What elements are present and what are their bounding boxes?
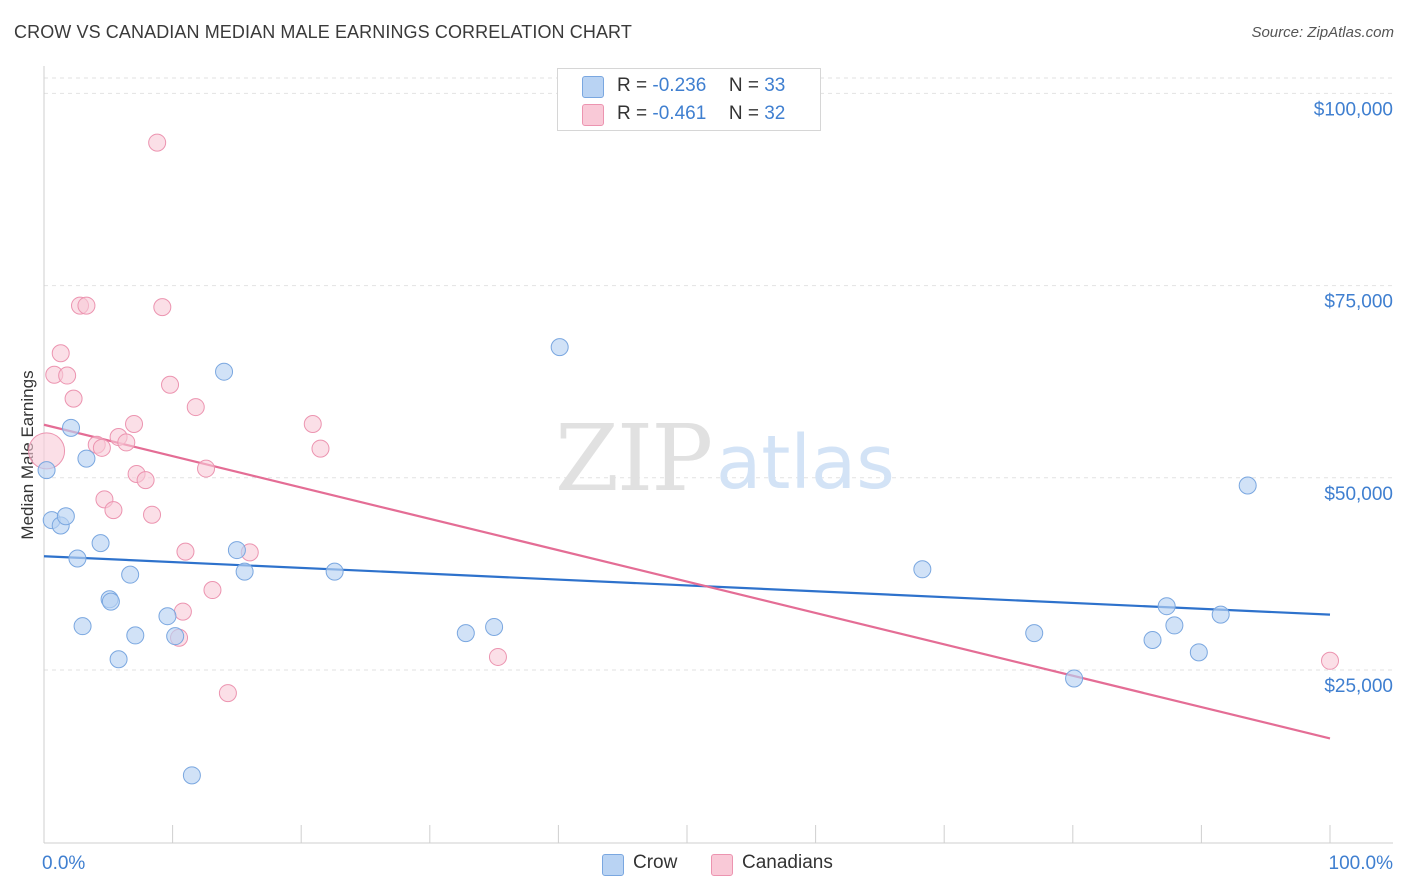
chart-title: CROW VS CANADIAN MEDIAN MALE EARNINGS CO… xyxy=(14,22,632,42)
y-tick-label: $25,000 xyxy=(1324,676,1393,697)
canadians-point xyxy=(161,375,180,394)
crow-trend-line xyxy=(43,555,1331,616)
canadians-point xyxy=(117,433,136,452)
crow-point xyxy=(1189,643,1208,662)
canadians-point xyxy=(148,133,167,152)
crow-point xyxy=(1143,631,1162,650)
y-axis-label: Median Male Earnings xyxy=(18,370,37,539)
canadians-point xyxy=(125,414,144,433)
crow-point xyxy=(182,766,201,785)
canadians-point xyxy=(303,414,322,433)
canadians-n-label: N = xyxy=(728,103,759,124)
crow-point xyxy=(109,650,128,669)
canadians-point xyxy=(153,298,172,317)
canadians-point xyxy=(143,505,162,524)
canadians-legend-label: Canadians xyxy=(742,852,833,873)
canadians-point xyxy=(197,459,216,478)
watermark: ZIP atlas xyxy=(555,405,895,512)
canadians-point xyxy=(1321,651,1339,670)
canadians-r-value: -0.461 xyxy=(652,103,707,124)
canadians-n-value: 32 xyxy=(764,103,786,124)
canadians-point xyxy=(92,438,111,457)
crow-point xyxy=(121,565,140,584)
crow-point xyxy=(913,560,932,579)
crow-point xyxy=(1165,616,1184,635)
crow-point xyxy=(550,338,569,357)
correlation-legend: R = -0.236 N = 33 R = -0.461 N = 32 xyxy=(557,68,821,131)
canadians-point xyxy=(64,389,83,408)
x-tick-labels: 0.0% 100.0% xyxy=(42,853,1393,874)
crow-r-label: R = xyxy=(617,75,648,96)
y-tick-label: $75,000 xyxy=(1324,292,1393,313)
crow-point xyxy=(1065,669,1084,688)
crow-point xyxy=(1238,476,1257,495)
watermark-zip: ZIP xyxy=(555,405,711,512)
crow-point xyxy=(77,449,96,468)
x-tick-label-min: 0.0% xyxy=(42,853,85,874)
crow-point xyxy=(1025,624,1044,643)
y-tick-label: $100,000 xyxy=(1314,99,1393,120)
canadians-point xyxy=(173,602,192,621)
crow-point xyxy=(1157,597,1176,616)
crow-point xyxy=(101,592,120,611)
canadians-point xyxy=(77,296,96,315)
crow-point xyxy=(62,418,81,437)
crow-r-value: -0.236 xyxy=(652,75,707,96)
canadians-point xyxy=(488,647,507,666)
source-credit: Source: ZipAtlas.com xyxy=(1251,24,1394,41)
x-tick-label-max: 100.0% xyxy=(1329,853,1394,874)
crow-point xyxy=(73,617,92,636)
crow-point xyxy=(215,362,234,381)
crow-points xyxy=(37,338,1257,785)
canadians-point xyxy=(51,344,70,363)
canadians-swatch xyxy=(582,104,604,126)
watermark-atlas: atlas xyxy=(716,420,895,506)
crow-legend-swatch xyxy=(602,854,624,876)
canadians-legend-swatch xyxy=(711,854,733,876)
canadians-point xyxy=(186,398,205,417)
grid-lines xyxy=(44,77,1393,671)
crow-point xyxy=(91,534,110,553)
y-tick-labels: $25,000 $50,000 $75,000 $100,000 xyxy=(1314,99,1393,697)
crow-legend-label: Crow xyxy=(633,852,678,873)
crow-n-value: 33 xyxy=(764,75,786,96)
crow-point xyxy=(485,617,504,636)
canadians-point xyxy=(203,581,222,600)
canadians-point xyxy=(311,439,330,458)
canadians-r-label: R = xyxy=(617,103,648,124)
crow-point xyxy=(456,624,475,643)
crow-point xyxy=(325,562,344,581)
canadians-point xyxy=(176,542,195,561)
crow-point xyxy=(68,549,87,568)
crow-point xyxy=(227,541,246,560)
canadians-point xyxy=(104,501,123,520)
crow-swatch xyxy=(582,76,604,98)
axes xyxy=(43,66,1393,844)
canadians-trend-line xyxy=(43,423,1331,740)
y-tick-label: $50,000 xyxy=(1324,484,1393,505)
crow-point xyxy=(56,507,75,526)
crow-point xyxy=(166,627,185,646)
canadians-point xyxy=(136,471,155,490)
canadians-point xyxy=(58,366,77,385)
crow-n-label: N = xyxy=(728,75,759,96)
crow-point xyxy=(126,626,145,645)
crow-point xyxy=(1211,605,1230,624)
crow-point xyxy=(37,461,56,480)
canadians-point xyxy=(218,684,237,703)
trend-lines xyxy=(43,423,1331,740)
crow-point xyxy=(235,562,254,581)
crow-point xyxy=(158,607,177,626)
